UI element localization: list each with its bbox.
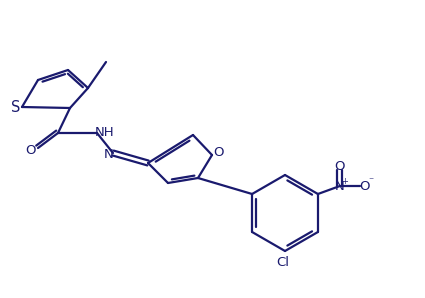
Text: O: O xyxy=(360,179,370,193)
Text: O: O xyxy=(26,144,36,156)
Text: +: + xyxy=(341,176,348,185)
Text: N: N xyxy=(335,179,345,193)
Text: S: S xyxy=(11,100,21,114)
Text: ⁻: ⁻ xyxy=(368,176,374,186)
Text: Cl: Cl xyxy=(277,257,289,269)
Text: O: O xyxy=(214,145,224,159)
Text: NH: NH xyxy=(95,126,115,139)
Text: O: O xyxy=(334,159,345,173)
Text: N: N xyxy=(104,148,114,161)
